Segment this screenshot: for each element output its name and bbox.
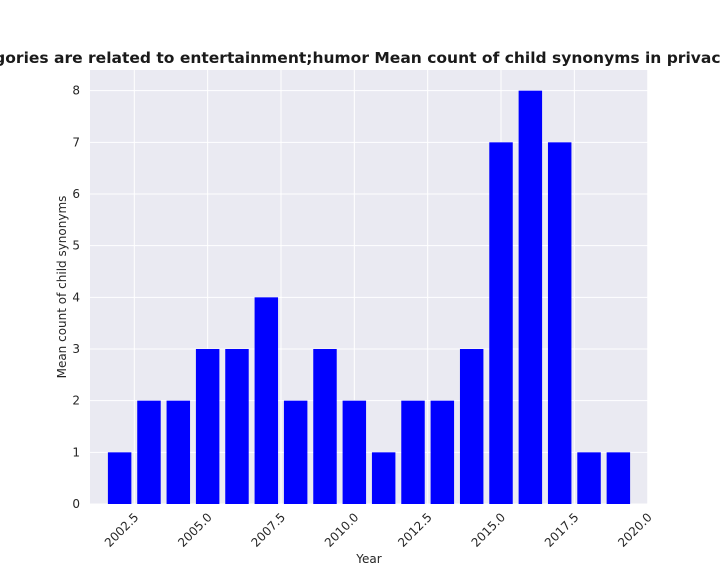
bar	[430, 400, 455, 504]
chart-title: Apps whose categories are related to ent…	[0, 49, 720, 67]
x-tick-label: 2002.5	[102, 510, 142, 550]
bar	[371, 452, 396, 504]
y-axis-label: Mean count of child synonyms	[55, 196, 69, 379]
y-tick-label: 4	[72, 290, 80, 304]
y-tick-label: 0	[72, 497, 80, 511]
y-tick-label: 3	[72, 342, 80, 356]
y-tick-label: 2	[72, 394, 80, 408]
bar	[313, 349, 337, 504]
bar	[166, 400, 191, 504]
x-axis-label: Year	[355, 552, 381, 566]
x-tick-label: 2015.0	[469, 510, 509, 550]
x-tick-label: 2007.5	[249, 510, 289, 550]
x-tick-label: 2010.0	[322, 510, 362, 550]
bars	[107, 90, 631, 505]
bar	[547, 142, 572, 505]
bar	[195, 349, 220, 504]
bar	[137, 400, 161, 504]
x-tick-label: 2017.5	[542, 510, 582, 550]
x-axis-ticks: 2002.5 2005.0 2007.5 2010.0 2012.5 2015.0 2017…	[102, 510, 655, 550]
y-tick-label: 5	[72, 239, 80, 253]
bar	[254, 297, 279, 504]
x-tick-label: 2020.0	[615, 510, 655, 550]
y-tick-label: 8	[72, 84, 80, 98]
y-tick-label: 6	[72, 187, 80, 201]
bar	[225, 349, 249, 504]
bar	[342, 400, 367, 504]
bar	[489, 142, 513, 505]
x-tick-label: 2005.0	[175, 510, 215, 550]
bar	[107, 452, 132, 504]
y-axis-ticks: 0 1 2 3 4 5 6 7 8	[72, 84, 80, 511]
bar	[401, 400, 425, 504]
bar	[577, 452, 601, 504]
bar	[459, 349, 484, 504]
y-tick-label: 1	[72, 445, 80, 459]
y-tick-label: 7	[72, 135, 80, 149]
bar	[283, 400, 308, 504]
bar	[606, 452, 631, 504]
x-tick-label: 2012.5	[395, 510, 435, 550]
bar	[518, 90, 543, 505]
